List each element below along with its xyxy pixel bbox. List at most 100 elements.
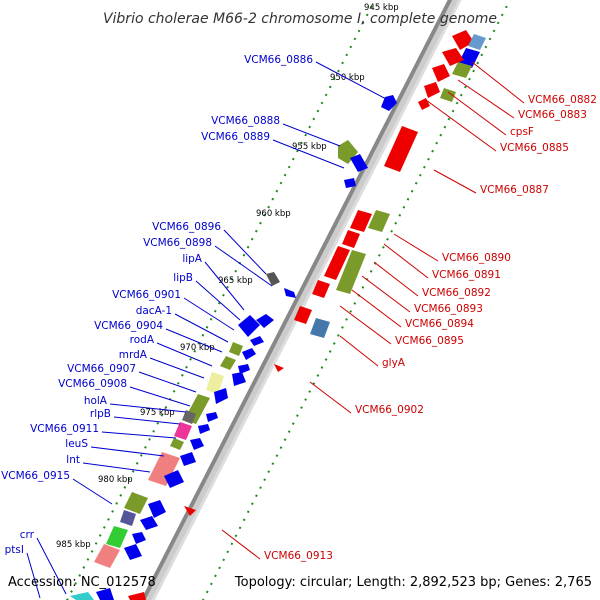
forward-gene-label[interactable]: lipB bbox=[173, 272, 193, 284]
gene-labels: VCM66_0886 VCM66_0888 VCM66_0889 VCM66_0896… bbox=[1, 54, 597, 599]
forward-gene-label[interactable]: VCM66_0889 bbox=[201, 131, 270, 143]
reverse-leader-line bbox=[339, 335, 379, 367]
reverse-leader-line bbox=[339, 305, 392, 345]
forward-gene-block bbox=[381, 95, 397, 111]
forward-leader-line bbox=[149, 357, 205, 379]
reverse-gene-label[interactable]: cpsF bbox=[510, 126, 534, 138]
forward-gene-block bbox=[220, 356, 236, 370]
backbone-shadow bbox=[144, 0, 459, 600]
forward-leader-line bbox=[315, 61, 389, 101]
forward-gene-block bbox=[164, 470, 184, 488]
forward-gene-label[interactable]: VCM66_0911 bbox=[30, 423, 99, 435]
forward-gene-label[interactable]: VCM66_0898 bbox=[143, 237, 212, 249]
forward-gene-block bbox=[238, 315, 260, 337]
forward-gene-label[interactable]: lnt bbox=[66, 454, 80, 466]
reverse-gene-label[interactable]: VCM66_0895 bbox=[395, 335, 464, 347]
forward-leader-line bbox=[26, 552, 41, 599]
reverse-gene-block bbox=[442, 48, 464, 66]
reverse-gene-block bbox=[324, 246, 350, 280]
forward-feature-blocks bbox=[70, 95, 397, 600]
scale-tick-label: 960 kbp bbox=[256, 209, 291, 219]
scale-tick-label: 975 kbp bbox=[140, 408, 175, 418]
reverse-leader-line bbox=[373, 261, 419, 297]
forward-gene-label[interactable]: mrdA bbox=[119, 349, 148, 361]
forward-gene-block bbox=[229, 342, 243, 356]
forward-leader-line bbox=[82, 462, 151, 473]
topology-text: Topology: circular; Length: 2,892,523 bp… bbox=[234, 575, 592, 590]
forward-leader-line bbox=[174, 313, 229, 343]
reverse-gene-label[interactable]: VCM66_0892 bbox=[422, 287, 491, 299]
forward-gene-block bbox=[96, 588, 114, 600]
forward-gene-block bbox=[140, 516, 158, 530]
reverse-gene-label[interactable]: VCM66_0891 bbox=[432, 269, 501, 281]
reverse-gene-block bbox=[418, 98, 430, 110]
reverse-gene-label[interactable]: VCM66_0913 bbox=[264, 550, 333, 562]
forward-gene-block bbox=[232, 372, 246, 386]
forward-gene-label[interactable]: VCM66_0886 bbox=[244, 54, 313, 66]
forward-gene-label[interactable]: dacA-1 bbox=[136, 305, 172, 317]
forward-leader-line bbox=[183, 297, 235, 331]
reverse-gene-label[interactable]: VCM66_0882 bbox=[528, 94, 597, 106]
forward-gene-label[interactable]: rlpB bbox=[90, 408, 111, 420]
reverse-gene-label[interactable]: VCM66_0885 bbox=[500, 142, 569, 154]
forward-gene-label[interactable]: VCM66_0896 bbox=[152, 221, 221, 233]
reverse-gene-label[interactable]: VCM66_0902 bbox=[355, 404, 424, 416]
forward-gene-block bbox=[180, 452, 196, 466]
forward-gene-label[interactable]: VCM66_0901 bbox=[112, 289, 181, 301]
forward-gene-label[interactable]: VCM66_0908 bbox=[58, 378, 127, 390]
reverse-gene-block bbox=[440, 88, 456, 102]
reverse-leader-line bbox=[433, 169, 477, 194]
forward-gene-block bbox=[266, 272, 280, 286]
forward-gene-block bbox=[174, 422, 192, 440]
forward-gene-label[interactable]: ptsI bbox=[5, 544, 24, 556]
reverse-gene-block bbox=[458, 48, 480, 68]
reverse-gene-label[interactable]: VCM66_0890 bbox=[442, 252, 511, 264]
forward-leader-line bbox=[36, 537, 67, 595]
scale-tick-label: 970 kbp bbox=[180, 343, 215, 353]
forward-gene-label[interactable]: leuS bbox=[65, 438, 88, 450]
forward-gene-label[interactable]: rodA bbox=[130, 334, 155, 346]
inner-tick-track bbox=[66, 0, 376, 600]
forward-leader-line bbox=[113, 416, 181, 425]
forward-gene-label[interactable]: crr bbox=[20, 529, 35, 541]
forward-gene-block bbox=[344, 178, 356, 188]
forward-gene-label[interactable]: VCM66_0888 bbox=[211, 115, 280, 127]
forward-leader-line bbox=[90, 446, 165, 457]
reverse-gene-label[interactable]: VCM66_0893 bbox=[414, 303, 483, 315]
reverse-gene-label[interactable]: glyA bbox=[382, 357, 406, 369]
forward-gene-block bbox=[94, 544, 120, 568]
forward-leader-line bbox=[223, 229, 267, 275]
reverse-gene-block bbox=[310, 318, 330, 338]
forward-leader-line bbox=[101, 431, 177, 439]
forward-gene-label[interactable]: VCM66_0915 bbox=[1, 470, 70, 482]
forward-leader-line bbox=[109, 403, 187, 413]
forward-gene-label[interactable]: lipA bbox=[182, 253, 202, 265]
reverse-gene-block bbox=[424, 82, 440, 98]
forward-leader-line bbox=[214, 245, 273, 287]
forward-leader-line bbox=[72, 478, 113, 505]
forward-gene-block bbox=[350, 154, 368, 172]
forward-leader-line bbox=[156, 342, 213, 367]
forward-gene-block bbox=[238, 364, 250, 374]
forward-gene-block bbox=[148, 500, 166, 518]
reverse-gene-block bbox=[342, 230, 360, 248]
forward-gene-label[interactable]: holA bbox=[84, 395, 108, 407]
reverse-leader-line bbox=[425, 99, 497, 152]
forward-gene-block bbox=[206, 372, 224, 394]
forward-leader-line bbox=[282, 123, 341, 147]
forward-gene-block bbox=[256, 314, 274, 328]
reverse-gene-block bbox=[350, 210, 372, 232]
reverse-gene-label[interactable]: VCM66_0887 bbox=[480, 184, 549, 196]
scale-tick-label: 985 kbp bbox=[56, 540, 91, 550]
reverse-gene-block bbox=[452, 62, 472, 78]
reverse-gene-block bbox=[432, 64, 450, 82]
reverse-gene-label[interactable]: VCM66_0883 bbox=[518, 109, 587, 121]
reverse-gene-label[interactable]: VCM66_0894 bbox=[405, 318, 474, 330]
feature-layer bbox=[66, 0, 512, 600]
forward-gene-block bbox=[120, 510, 136, 526]
forward-gene-label[interactable]: VCM66_0904 bbox=[94, 320, 163, 332]
forward-leader-line bbox=[138, 371, 197, 393]
reverse-gene-block bbox=[384, 126, 418, 172]
forward-gene-label[interactable]: VCM66_0907 bbox=[67, 363, 136, 375]
